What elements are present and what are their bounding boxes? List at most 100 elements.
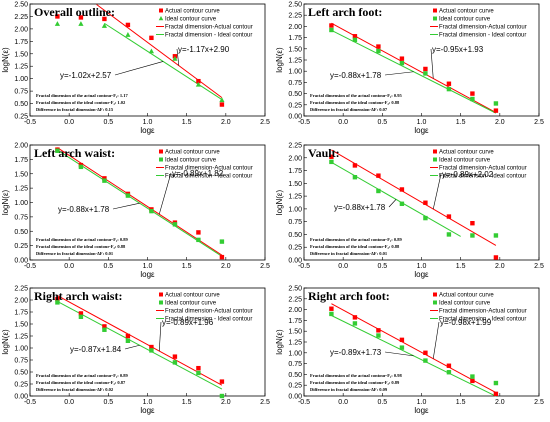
y-tick-label: 1.25 — [14, 334, 28, 341]
y-tick-label: 1.00 — [288, 350, 302, 357]
chart-panel-1: -0.5 0.0 0.5 1.0 1.5 2.0 2.5 0.25 0.50 0.75 1.00 1.… — [1, 2, 270, 136]
x-tick-label: 0.5 — [103, 399, 113, 406]
y-tick-label: 2.00 — [288, 24, 302, 31]
actual-point — [149, 35, 154, 41]
fit-line-actual — [57, 147, 223, 256]
x-tick-label: 2.0 — [495, 263, 505, 270]
y-tick-label: 0.00 — [288, 394, 302, 401]
y-tick-label: 0.00 — [14, 258, 28, 265]
y-tick-label: 2.25 — [288, 296, 302, 303]
actual-point — [329, 154, 334, 159]
fractal-note: Difference in fractal dimension-ΔF: 0.07 — [310, 107, 388, 112]
y-tick-label: 1.25 — [288, 340, 302, 347]
actual-point — [125, 22, 131, 28]
legend-fit-actual-label: Fractal dimension-Actual contour — [439, 25, 527, 31]
equation-arrow — [124, 344, 140, 350]
y-tick-label: 1.50 — [288, 46, 302, 53]
ideal-point — [148, 48, 155, 54]
ideal-point — [172, 222, 178, 227]
actual-point — [376, 44, 381, 49]
actual-point — [352, 34, 358, 39]
actual-point — [493, 108, 499, 113]
legend-ideal-label: Ideal contour curve — [165, 301, 217, 307]
x-tick-label: 0.5 — [103, 263, 113, 270]
legend-ideal-label: Ideal contour curve — [439, 301, 491, 307]
fractal-note: Difference in fractal dimension-ΔF: 0.01 — [36, 251, 114, 256]
equation-arrow — [388, 199, 397, 208]
legend-actual-label: Actual contour curve — [165, 293, 220, 299]
x-tick-label: 0.0 — [338, 119, 348, 126]
equation-arrow — [158, 321, 162, 352]
ideal-point — [376, 333, 381, 338]
legend-actual-label: Actual contour curve — [439, 9, 494, 15]
y-tick-label: 0.75 — [14, 358, 28, 365]
ideal-point — [125, 32, 131, 37]
fractal-note: Fractal dimension of the actual contour-… — [36, 373, 129, 378]
panel-title: Right arch waist: — [34, 289, 122, 303]
ideal-point — [329, 159, 334, 165]
ideal-point — [423, 71, 428, 76]
legend-ideal-label: Ideal contour curve — [165, 17, 217, 23]
actual-point — [55, 14, 60, 19]
chart-panel-6: -0.5 0.0 0.5 1.0 1.5 2.0 2.5 0.00 0.25 0.50 0.75 1.… — [275, 286, 544, 416]
ideal-point — [493, 101, 499, 106]
y-tick-label: 2.25 — [288, 13, 302, 20]
actual-point — [55, 296, 60, 302]
ideal-point — [101, 23, 108, 28]
ideal-point — [329, 311, 334, 317]
legend-actual-marker — [159, 8, 163, 13]
ideal-point — [102, 327, 107, 332]
ideal-point — [493, 233, 499, 238]
x-tick-label: 2.0 — [495, 399, 505, 406]
x-tick-label: 2.5 — [534, 119, 544, 126]
legend-fit-actual-label: Fractal dimension-Actual contour — [165, 166, 253, 172]
ideal-point — [493, 380, 499, 386]
x-tick-label: 0.0 — [338, 263, 348, 270]
y-tick-label: 1.00 — [14, 200, 28, 207]
actual-point — [446, 214, 452, 219]
legend-actual-marker — [159, 292, 163, 297]
fit-equation-ideal: y=-1.02x+2.57 — [60, 71, 112, 80]
actual-point — [446, 81, 452, 86]
y-tick-label: 0.50 — [288, 91, 302, 98]
actual-point — [352, 163, 358, 168]
fractal-note: Fractal dimension of the actual contour-… — [36, 237, 129, 242]
legend-actual-marker — [433, 8, 437, 13]
x-tick-label: 0.0 — [64, 263, 74, 270]
x-tick-label: 1.5 — [456, 119, 466, 126]
y-tick-label: 2.00 — [288, 307, 302, 314]
actual-point — [423, 66, 428, 72]
y-tick-label: 0.25 — [288, 102, 302, 109]
legend-ideal-label: Ideal contour curve — [165, 158, 217, 164]
actual-point — [329, 23, 334, 28]
x-tick-label: 0.0 — [338, 399, 348, 406]
legend-ideal-marker — [433, 300, 437, 305]
ideal-point — [376, 48, 381, 54]
ideal-point — [470, 96, 475, 102]
y-tick-label: 1.00 — [288, 206, 302, 213]
x-axis-label: logε — [140, 270, 155, 279]
x-tick-label: 0.5 — [103, 119, 113, 126]
x-tick-label: 1.0 — [417, 119, 427, 126]
ideal-point — [376, 188, 381, 194]
ideal-point — [78, 21, 84, 26]
legend-fit-ideal-label: Fractal dimension - Ideal contour — [439, 33, 526, 39]
fit-line-ideal — [331, 29, 497, 114]
y-tick-label: 1.50 — [288, 181, 302, 188]
x-tick-label: 2.0 — [495, 119, 505, 126]
y-tick-label: 1.25 — [288, 194, 302, 201]
legend: Actual contour curve Ideal contour curve F… — [156, 149, 253, 180]
x-tick-label: 1.0 — [143, 399, 153, 406]
y-axis-label: logN(ε) — [275, 329, 284, 355]
x-tick-label: 1.0 — [417, 263, 427, 270]
ideal-point — [329, 27, 334, 33]
actual-point — [399, 187, 405, 192]
panel-title: Vault: — [308, 146, 340, 160]
ideal-point — [399, 60, 405, 66]
x-tick-label: 0.5 — [377, 399, 387, 406]
x-axis-label: logε — [140, 126, 155, 135]
x-tick-label: -0.5 — [298, 263, 310, 270]
y-tick-label: 0.25 — [14, 114, 28, 121]
ideal-point — [470, 374, 475, 379]
actual-point — [399, 56, 405, 61]
